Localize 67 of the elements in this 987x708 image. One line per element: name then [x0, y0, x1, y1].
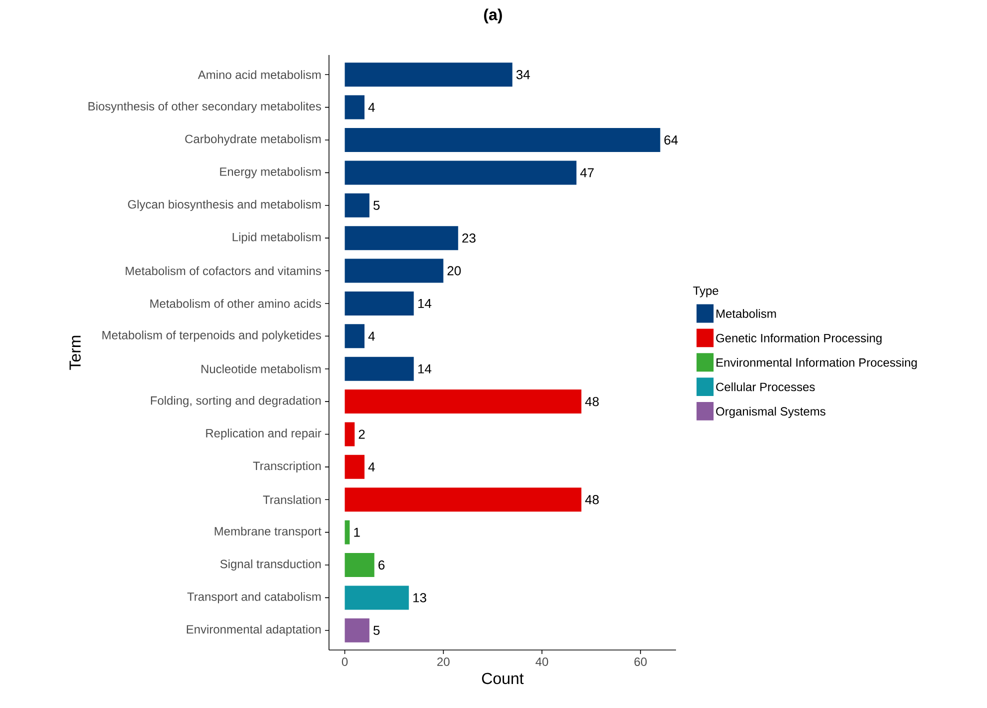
data-label: 48: [585, 396, 599, 406]
y-tick-label: Biosynthesis of other secondary metabolites: [88, 102, 322, 113]
data-label: 64: [664, 135, 678, 145]
legend-label: Metabolism: [716, 309, 776, 318]
bar: [344, 553, 374, 578]
bar: [344, 226, 458, 250]
data-label: 23: [462, 233, 476, 243]
x-tick-label: 20: [437, 658, 450, 666]
data-label: 20: [448, 266, 461, 276]
bar: [344, 586, 409, 610]
x-tick-label: 0: [342, 658, 348, 666]
legend-label: Genetic Information Processing: [716, 334, 882, 345]
y-tick-label: Folding, sorting and degradation: [150, 396, 321, 408]
bar: [344, 422, 355, 446]
y-tick-label: Transcription: [253, 461, 321, 473]
data-label: 2: [358, 430, 365, 439]
bar: [344, 291, 414, 316]
x-axis-title: Count: [482, 672, 524, 684]
y-tick-label: Metabolism of other amino acids: [150, 299, 322, 308]
bar: [344, 488, 582, 512]
y-tick-label: Nucleotide metabolism: [202, 364, 321, 374]
legend-title: Type: [693, 286, 718, 298]
data-label: 5: [373, 200, 380, 210]
y-tick-label: Carbohydrate metabolism: [185, 134, 321, 146]
y-tick-label: Glycan biosynthesis and metabolism: [128, 200, 321, 211]
bar: [344, 390, 582, 414]
bar: [344, 520, 350, 544]
y-tick-label: Membrane transport: [214, 526, 322, 538]
data-label: 6: [378, 560, 385, 570]
bar: [344, 618, 370, 642]
y-tick-label: Transport and catabolism: [187, 592, 321, 604]
x-tick-label: 40: [536, 658, 548, 666]
chart-title: (a): [484, 8, 502, 24]
data-label: 5: [373, 626, 380, 635]
bar: [344, 62, 512, 87]
bar: [344, 160, 576, 185]
bar: [344, 356, 414, 381]
data-label: 13: [413, 593, 426, 602]
legend-label: Organismal Systems: [716, 406, 826, 418]
data-label: 14: [418, 299, 432, 308]
y-tick-label: Metabolism of terpenoids and polyketides: [102, 330, 322, 342]
legend-label: Cellular Processes: [716, 382, 815, 392]
legend-label: Environmental Information Processing: [716, 358, 917, 370]
data-label: 14: [418, 364, 432, 374]
y-tick-label: Signal transduction: [220, 559, 321, 571]
data-label: 4: [368, 462, 375, 472]
x-tick-label: 60: [634, 658, 647, 666]
y-tick-label: Translation: [263, 495, 321, 504]
bar: [344, 324, 364, 348]
bar: [344, 193, 370, 218]
y-axis-title: Term: [70, 336, 81, 370]
y-tick-label: Metabolism of cofactors and vitamins: [126, 266, 322, 276]
data-label: 4: [368, 102, 375, 112]
y-tick-label: Environmental adaptation: [186, 624, 321, 636]
y-tick-label: Amino acid metabolism: [198, 70, 321, 79]
data-label: 34: [516, 70, 530, 80]
data-label: 48: [585, 495, 599, 504]
data-label: 1: [354, 528, 360, 537]
bar: [344, 95, 364, 120]
bar: [344, 454, 364, 479]
y-tick-label: Replication and repair: [206, 428, 322, 440]
y-tick-label: Energy metabolism: [220, 167, 321, 178]
bar: [344, 128, 660, 152]
data-label: 47: [580, 168, 594, 178]
data-label: 4: [368, 332, 375, 341]
bar: [344, 258, 444, 283]
y-tick-label: Lipid metabolism: [232, 232, 321, 244]
